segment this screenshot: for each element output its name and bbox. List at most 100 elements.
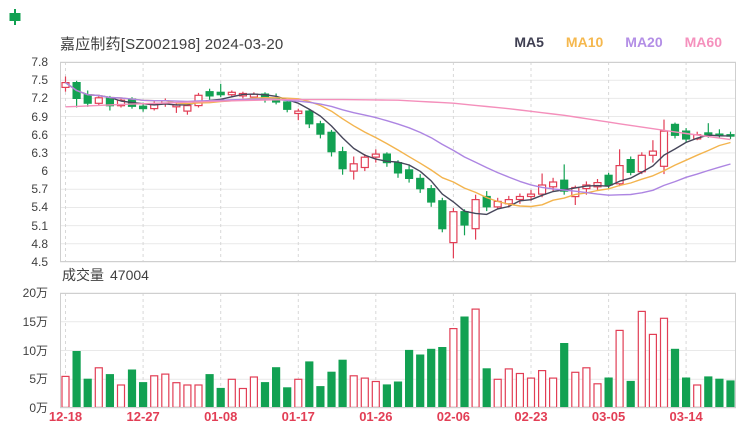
legend-item-ma20: MA20 bbox=[625, 34, 663, 50]
price-tick-label: 6.3 bbox=[31, 145, 48, 160]
candle bbox=[405, 169, 414, 180]
ma-legend: MA5 MA10 MA20 MA60 bbox=[514, 34, 722, 50]
volume-bar bbox=[515, 372, 524, 409]
candle bbox=[515, 195, 524, 201]
volume-bar bbox=[327, 371, 336, 409]
volume-chart-plot[interactable] bbox=[60, 292, 736, 409]
volume-bar bbox=[549, 377, 558, 408]
volume-bar bbox=[504, 368, 513, 409]
price-tick-label: 6.6 bbox=[31, 127, 48, 142]
volume-bar bbox=[471, 308, 480, 409]
date-tick-label: 12-18 bbox=[48, 409, 83, 424]
volume-tick-label: 5万 bbox=[29, 372, 48, 387]
volume-bar bbox=[693, 384, 702, 408]
legend-item-ma60: MA60 bbox=[684, 34, 722, 50]
volume-bar bbox=[116, 384, 126, 408]
volume-bar bbox=[138, 382, 148, 408]
price-tick-label: 5.7 bbox=[31, 182, 48, 197]
candle bbox=[604, 174, 613, 186]
volume-bar bbox=[94, 367, 103, 409]
candle bbox=[637, 154, 646, 173]
candle bbox=[116, 99, 126, 107]
candle bbox=[371, 153, 380, 158]
candle bbox=[94, 97, 103, 104]
price-tick-label: 5.1 bbox=[31, 218, 48, 233]
stock-app-icon bbox=[9, 9, 21, 25]
volume-bar bbox=[538, 369, 547, 408]
date-tick-label: 03-05 bbox=[591, 409, 626, 424]
date-tick-label: 01-17 bbox=[281, 409, 315, 424]
volume-bar bbox=[659, 317, 669, 408]
volume-value: 47004 bbox=[110, 267, 149, 283]
volume-bar bbox=[227, 378, 236, 409]
legend-item-ma10: MA10 bbox=[565, 34, 604, 50]
candle bbox=[294, 110, 303, 115]
candle bbox=[183, 104, 192, 112]
volume-bar bbox=[194, 384, 203, 408]
candle bbox=[205, 91, 214, 97]
volume-bar bbox=[726, 380, 735, 408]
volume-bar bbox=[427, 348, 436, 409]
volume-bar bbox=[648, 333, 658, 409]
volume-bar bbox=[238, 387, 247, 408]
candle bbox=[560, 179, 569, 192]
volume-bar bbox=[338, 359, 347, 409]
date-tick-label: 01-08 bbox=[204, 409, 238, 424]
volume-bar bbox=[382, 384, 391, 408]
price-tick-label: 4.5 bbox=[31, 255, 48, 269]
volume-bar bbox=[637, 310, 646, 408]
price-tick-label: 6 bbox=[41, 164, 48, 179]
volume-bar bbox=[360, 377, 369, 408]
candle bbox=[327, 131, 336, 153]
candle bbox=[138, 105, 148, 110]
candle bbox=[449, 211, 458, 244]
volume-title: 成交量 47004 bbox=[62, 265, 149, 285]
candle bbox=[681, 130, 691, 140]
volume-tick-label: 10万 bbox=[22, 343, 48, 358]
candle bbox=[659, 130, 669, 167]
volume-bar bbox=[670, 348, 680, 409]
volume-bar bbox=[172, 382, 181, 408]
date-tick-label: 01-26 bbox=[359, 409, 393, 424]
volume-tick-label: 20万 bbox=[22, 286, 48, 300]
date-axis-labels: 12-18 12-27 01-08 01-17 01-26 02-06 02-23 03-05… bbox=[0, 409, 740, 431]
volume-bar bbox=[615, 329, 624, 409]
candle bbox=[538, 184, 547, 195]
volume-bar bbox=[626, 380, 635, 408]
candle bbox=[83, 94, 92, 104]
candle bbox=[549, 181, 558, 188]
volume-bar bbox=[72, 350, 81, 408]
volume-bar bbox=[593, 383, 602, 409]
volume-bar bbox=[305, 361, 314, 409]
date-tick-label: 12-27 bbox=[126, 409, 160, 424]
price-tick-label: 6.9 bbox=[31, 109, 48, 124]
volume-bar bbox=[571, 371, 580, 409]
volume-bar bbox=[183, 384, 192, 408]
candle bbox=[648, 150, 658, 156]
volume-bar bbox=[316, 386, 325, 408]
volume-label: 成交量 bbox=[62, 267, 104, 283]
volume-bar bbox=[416, 354, 425, 408]
price-axis-labels: 7.8 7.5 7.2 6.9 6.6 6.3 6 5.7 5.4 5.1 4.8 4.5 bbox=[0, 55, 54, 269]
candle bbox=[526, 193, 536, 198]
candle bbox=[305, 110, 314, 125]
candle bbox=[482, 195, 491, 208]
price-tick-label: 4.8 bbox=[31, 236, 48, 251]
date-tick-label: 02-06 bbox=[436, 409, 471, 424]
volume-bar bbox=[205, 374, 214, 408]
volume-bar bbox=[283, 387, 292, 409]
volume-bar bbox=[582, 367, 591, 409]
volume-bar bbox=[216, 387, 225, 408]
volume-bar bbox=[604, 377, 613, 408]
price-tick-label: 5.4 bbox=[31, 200, 48, 215]
volume-bar bbox=[493, 378, 502, 409]
price-chart-plot[interactable] bbox=[60, 61, 736, 263]
candle bbox=[227, 91, 236, 96]
volume-tick-label: 0万 bbox=[29, 401, 48, 415]
candle bbox=[438, 200, 447, 230]
date-tick-label: 03-14 bbox=[669, 409, 703, 424]
candle bbox=[460, 211, 469, 226]
volume-bar bbox=[150, 375, 159, 409]
candle bbox=[216, 91, 225, 96]
